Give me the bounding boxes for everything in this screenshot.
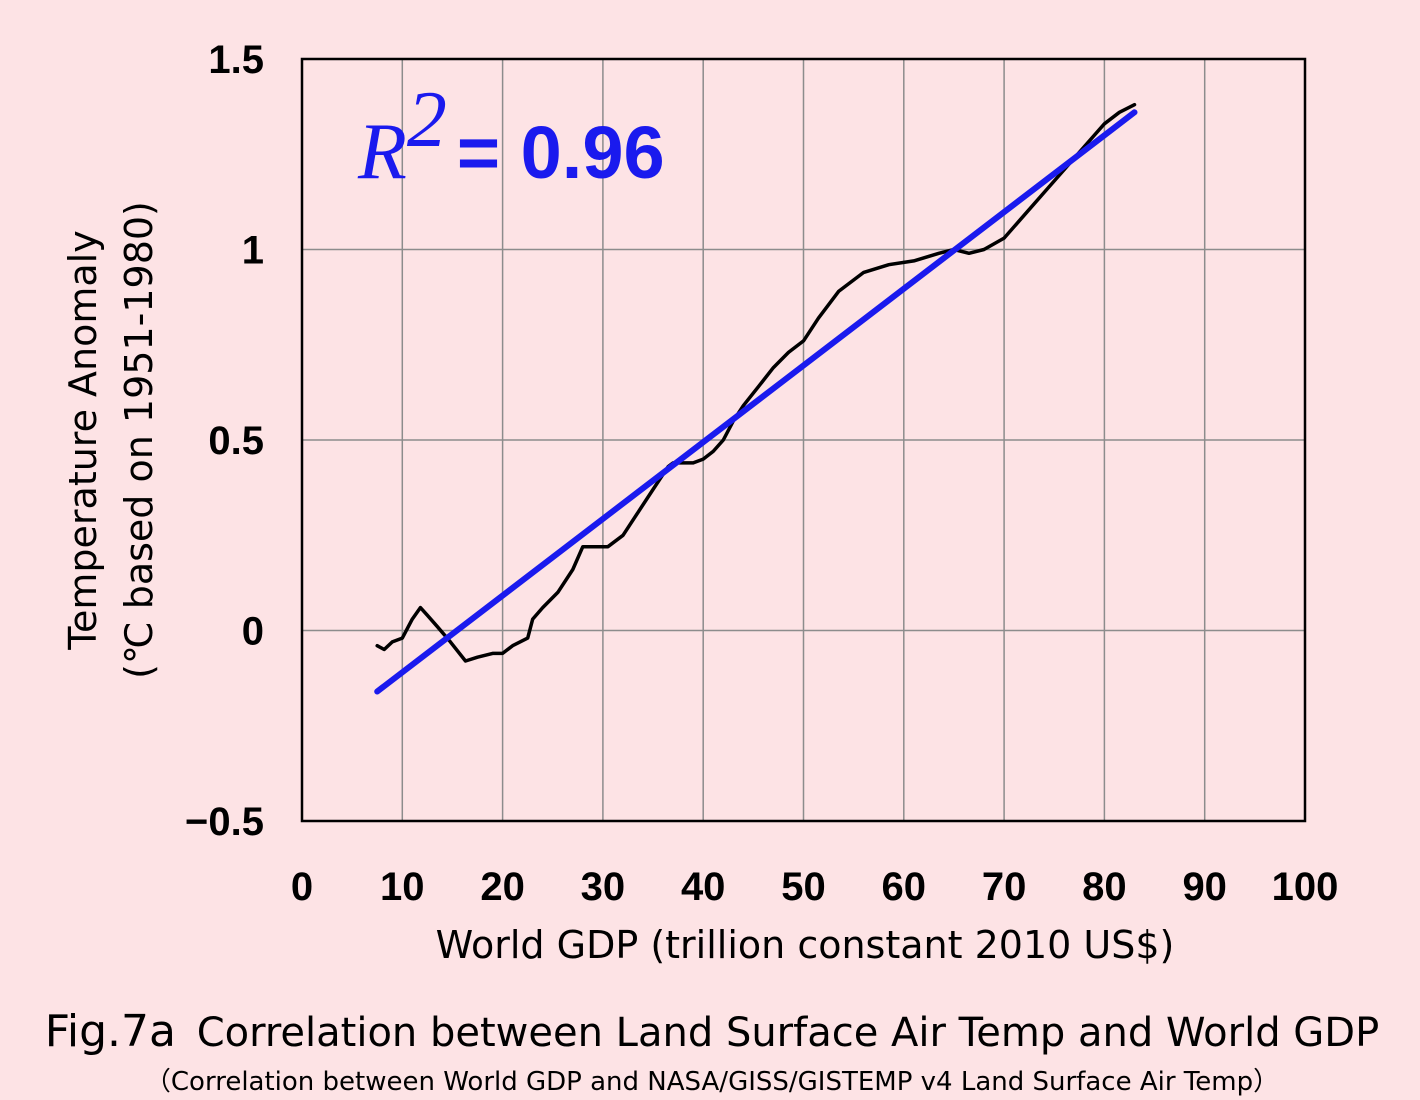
r-squared-value: = 0.96: [457, 111, 665, 194]
r-squared-superscript: 2: [407, 76, 447, 164]
y-axis-title: Temperature Anomaly: [61, 230, 105, 650]
y-tick-label: −0.5: [185, 800, 264, 844]
temperature-gdp-line: [375, 102, 1137, 663]
series-layer: [374, 102, 1138, 695]
x-tick-label: 90: [1182, 865, 1227, 909]
x-tick-label: 60: [882, 865, 927, 909]
x-tick-label: 30: [581, 865, 626, 909]
y-tick-label: 1: [242, 229, 264, 273]
y-axis-subtitle: (℃ based on 1951-1980): [117, 201, 161, 679]
figure-subtitle: （Correlation between World GDP and NASA/…: [145, 1067, 1279, 1097]
x-tick-label: 10: [380, 865, 425, 909]
x-tick-label: 50: [781, 865, 826, 909]
x-tick-labels: 0 10 20 30 40 50 60 70 80 90 100: [291, 865, 1339, 909]
x-axis-title: World GDP (trillion constant 2010 US$): [436, 923, 1175, 967]
y-tick-label: 0: [242, 610, 264, 654]
x-tick-label: 40: [681, 865, 726, 909]
x-tick-label: 0: [291, 865, 313, 909]
y-tick-labels: −0.5 0 0.5 1 1.5: [185, 38, 264, 844]
figure-caption: Fig.7a Correlation between Land Surface …: [45, 1006, 1379, 1057]
r-squared-symbol: R: [357, 108, 407, 196]
figure-title: Correlation between Land Surface Air Tem…: [197, 1010, 1380, 1056]
figure-label: Fig.7a: [45, 1006, 176, 1057]
y-axis-title-group: Temperature Anomaly (℃ based on 1951-198…: [61, 201, 161, 679]
x-tick-label: 70: [982, 865, 1027, 909]
y-tick-label: 0.5: [208, 419, 264, 463]
regression-line: [374, 109, 1138, 695]
x-tick-label: 20: [480, 865, 525, 909]
r-squared-annotation: R2 = 0.96: [357, 76, 665, 196]
grid-lines: [302, 59, 1305, 821]
x-tick-label: 80: [1082, 865, 1127, 909]
plot-border: [300, 57, 1307, 823]
y-tick-label: 1.5: [208, 38, 264, 82]
x-tick-label: 100: [1272, 865, 1339, 909]
